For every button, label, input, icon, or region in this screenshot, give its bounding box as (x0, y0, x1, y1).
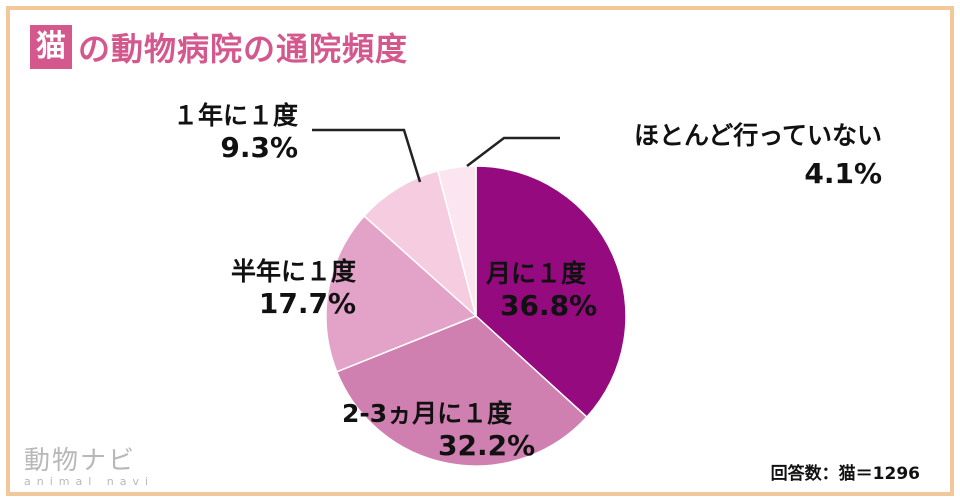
animal-navi-logo: 動物ナビ animal navi (24, 440, 154, 488)
title-badge: 猫 (30, 25, 72, 69)
sample-size-note: 回答数：猫＝1296 (770, 464, 920, 484)
label-hantoshi-name: 半年に１度 (230, 257, 356, 286)
slice-2-3kagetsu (335, 315, 588, 467)
label-hotondo: ほとんど行っていない 4.1% (572, 120, 882, 190)
label-hantoshi: 半年に１度 17.7% (226, 256, 356, 320)
label-2-3kagetsu: 2-3ヵ月に１度 32.2% (342, 398, 535, 462)
label-tsuki-name: 月に１度 (486, 259, 587, 288)
label-ichinen-name: １年に１度 (172, 101, 298, 130)
label-tsuki-ni-ichido: 月に１度 36.8% (486, 258, 597, 322)
leader-line-1nen (312, 128, 422, 183)
leader-line-hotondo (466, 136, 560, 167)
logo-main-text: 動物ナビ (24, 446, 137, 476)
label-2-3kagetsu-value: 32.2% (438, 429, 536, 462)
label-2-3kagetsu-name: 2-3ヵ月に１度 (342, 399, 513, 428)
slice-tsuki (475, 165, 627, 419)
slice-ichinen (363, 170, 478, 319)
label-tsuki-value: 36.8% (500, 289, 598, 322)
slice-hantoshi (325, 214, 478, 373)
chart-title: 猫 の動物病院の通院頻度 (30, 22, 408, 72)
label-ichinen-value: 9.3% (220, 131, 298, 164)
slice-hotondo (436, 165, 477, 317)
label-hotondo-value: 4.1% (804, 157, 882, 190)
label-ichinen: １年に１度 9.3% (148, 100, 298, 164)
logo-sub-text: animal navi (24, 475, 155, 488)
title-text: の動物病院の通院頻度 (78, 30, 409, 68)
label-hotondo-name: ほとんど行っていない (633, 121, 882, 150)
label-hantoshi-value: 17.7% (258, 287, 356, 320)
